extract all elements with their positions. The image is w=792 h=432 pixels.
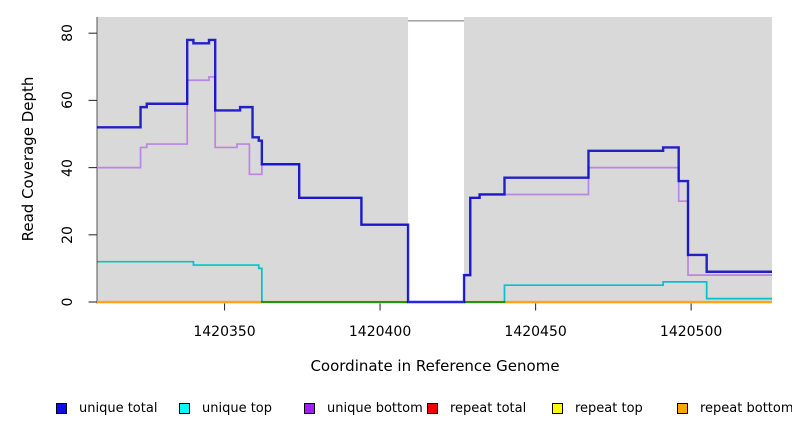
x-tick-label: 1420450 (504, 324, 567, 340)
y-axis-title: Read Coverage Depth (19, 76, 37, 242)
y-tick-label: 60 (60, 91, 76, 110)
y-tick-label: 80 (60, 24, 76, 43)
repeat-top-swatch-icon (552, 402, 563, 414)
unique-total-swatch-icon (56, 402, 67, 414)
x-tick-label: 1420500 (659, 324, 723, 340)
legend-item-unique-top: unique top (179, 398, 272, 418)
series-line-unique-top (97, 260, 772, 303)
legend-item-unique-total: unique total (56, 398, 157, 418)
repeat-total-swatch-icon (427, 402, 438, 414)
legend-item-unique-bottom: unique bottom (304, 398, 423, 418)
legend-label: unique bottom (327, 400, 423, 416)
x-tick-label: 1420350 (193, 324, 256, 340)
x-axis-title: Coordinate in Reference Genome (310, 357, 560, 375)
legend-label: repeat top (575, 400, 643, 416)
legend-label: repeat total (450, 400, 527, 416)
legend-label: unique total (79, 400, 158, 416)
y-tick-label: 0 (60, 297, 76, 307)
masked-region (408, 17, 465, 304)
legend: unique total unique top unique bottom re… (0, 398, 792, 422)
unique-bottom-swatch-icon (304, 402, 315, 414)
legend-item-repeat-top: repeat top (552, 398, 643, 418)
repeat-bottom-swatch-icon (677, 402, 688, 414)
legend-label: repeat bottom (700, 400, 792, 416)
series-line-unique-total (97, 38, 772, 304)
y-tick-label: 40 (60, 158, 76, 177)
legend-item-repeat-bottom: repeat bottom (677, 398, 792, 418)
legend-label: unique top (202, 400, 273, 416)
y-tick-label: 20 (60, 225, 76, 244)
unique-top-swatch-icon (179, 402, 190, 414)
x-tick-label: 1420400 (348, 324, 412, 340)
legend-item-repeat-total: repeat total (427, 398, 526, 418)
